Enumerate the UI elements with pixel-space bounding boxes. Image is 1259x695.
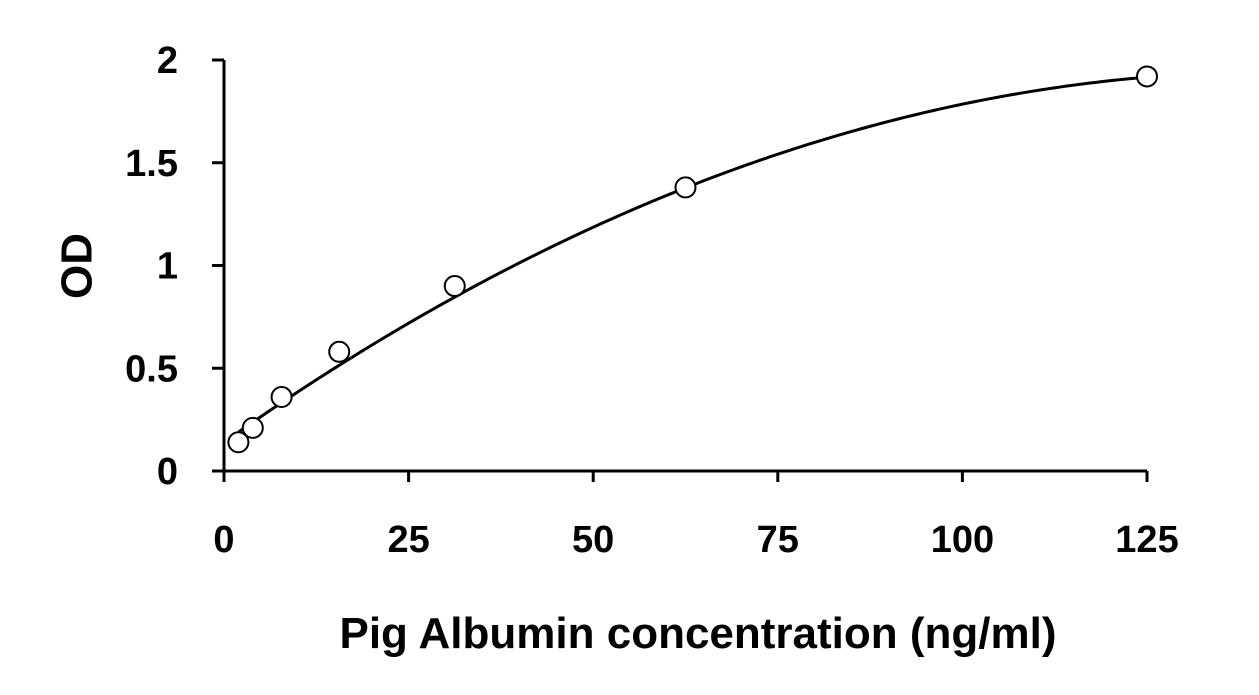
data-point — [674, 176, 697, 199]
x-tick-label: 75 — [757, 519, 799, 561]
x-tick-label: 100 — [931, 519, 994, 561]
data-point — [328, 340, 351, 363]
axes — [222, 60, 1147, 473]
x-tick-label: 0 — [213, 519, 234, 561]
data-point — [227, 431, 250, 454]
y-axis-title: OD — [53, 233, 102, 299]
data-point — [241, 416, 264, 439]
data-point — [443, 275, 466, 298]
fit-curve — [237, 75, 1148, 434]
y-tick-label: 0.5 — [125, 348, 178, 390]
x-axis-title: Pig Albumin concentration (ng/ml) — [339, 609, 1056, 658]
tick-labels: 0 25 50 75 100 125 0 0.5 1 1.5 2 — [125, 40, 1179, 561]
y-tick-label: 1 — [157, 246, 178, 288]
x-tick-label: 25 — [387, 519, 429, 561]
y-tick-label: 2 — [157, 40, 178, 82]
data-point — [270, 386, 293, 409]
y-tick-label: 0 — [157, 451, 178, 493]
x-tick-label: 50 — [572, 519, 614, 561]
x-tick-label: 125 — [1115, 519, 1178, 561]
ticks — [212, 58, 1149, 482]
data-point — [1136, 65, 1158, 88]
y-tick-label: 1.5 — [125, 143, 178, 185]
data-points — [227, 65, 1158, 454]
